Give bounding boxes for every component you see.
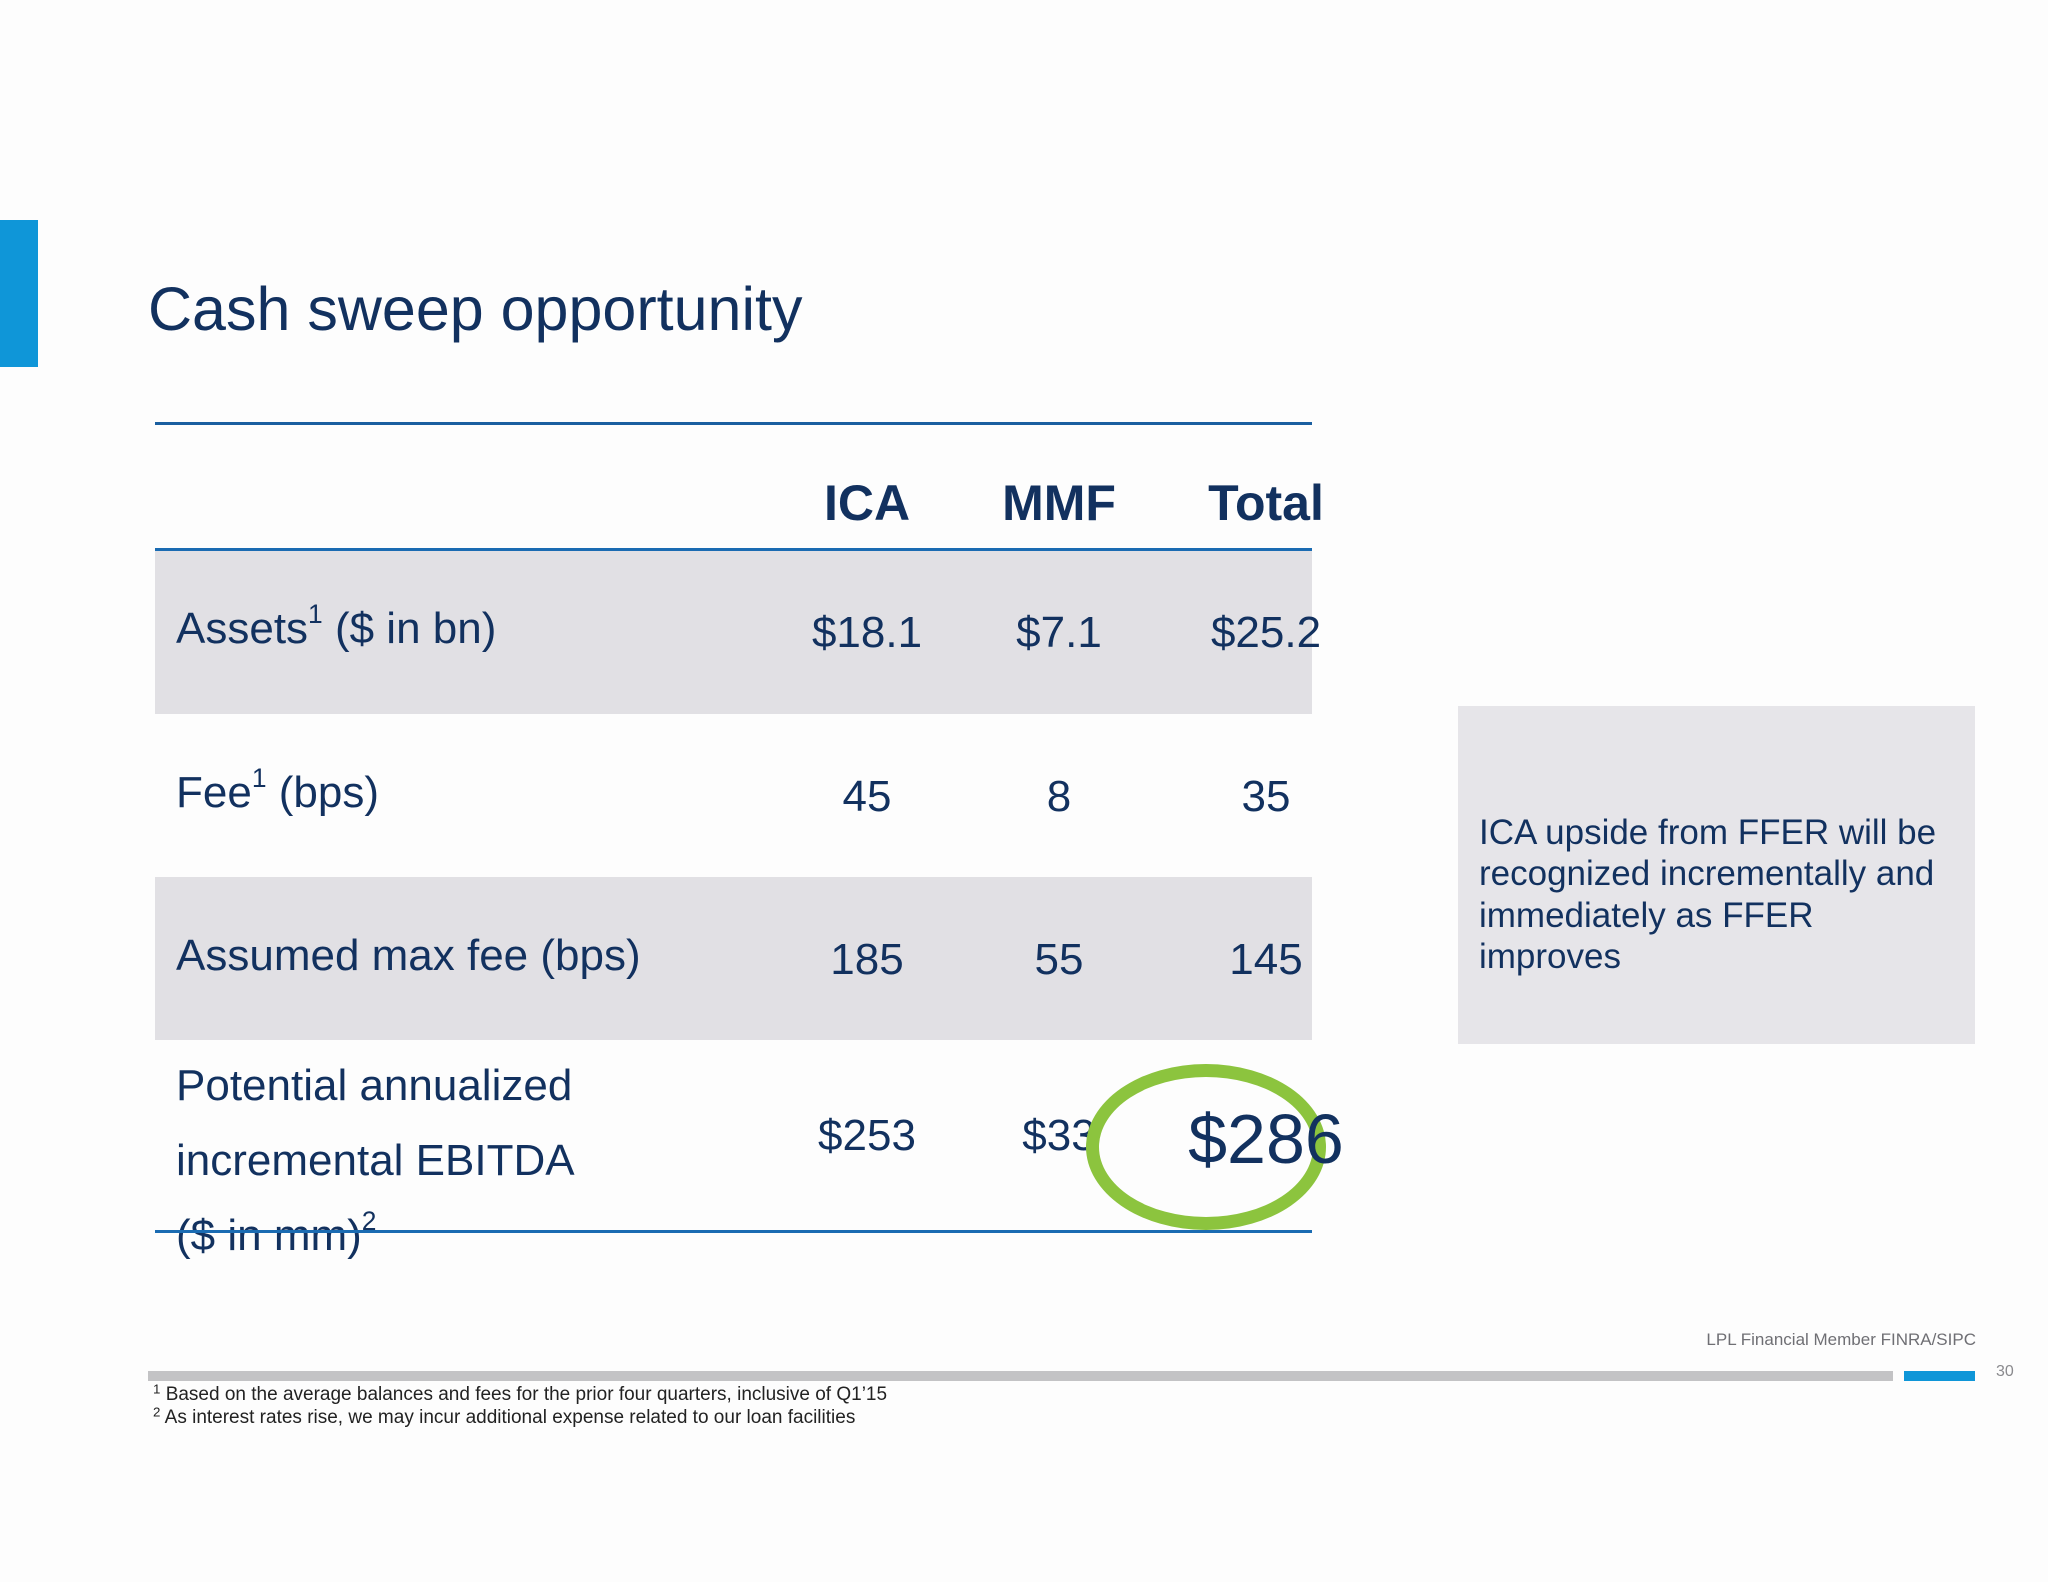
max-fee-ica-value: 185	[830, 935, 904, 984]
row-label-assets: Assets1 ($ in bn)	[176, 599, 497, 653]
ebitda-mmf-value: $33	[1022, 1111, 1096, 1160]
table-bottom-rule	[155, 1230, 1312, 1233]
table-row	[155, 877, 1312, 1040]
fee-ica-value: 45	[842, 772, 892, 821]
footnote-2: 2 As interest rates rise, we may incur a…	[153, 1404, 856, 1428]
accent-bar	[0, 220, 38, 367]
column-header-mmf: MMF	[1002, 475, 1116, 531]
callout-text: ICA upside from FFER will be recognized …	[1479, 813, 1937, 976]
table-top-rule	[155, 422, 1312, 425]
footer-bar	[148, 1371, 1893, 1381]
fee-total-value: 35	[1241, 772, 1291, 821]
column-header-total: Total	[1208, 475, 1324, 531]
max-fee-mmf-value: 55	[1034, 935, 1084, 984]
row-label-potential-ebitda: Potential annualized incremental EBITDA …	[176, 1061, 575, 1260]
table-row	[155, 551, 1312, 714]
ebitda-total-value: $286	[1188, 1100, 1344, 1178]
page-number: 30	[1996, 1363, 2014, 1380]
page-title: Cash sweep opportunity	[148, 275, 803, 343]
row-label-fee: Fee1 (bps)	[176, 763, 379, 817]
column-header-ica: ICA	[823, 475, 911, 531]
assets-total-value: $25.2	[1210, 608, 1322, 657]
fee-mmf-value: 8	[1046, 772, 1072, 821]
footnote-1: 1 Based on the average balances and fees…	[153, 1381, 888, 1405]
assets-mmf-value: $7.1	[1016, 608, 1102, 657]
brand-footer: LPL Financial Member FINRA/SIPC	[1706, 1330, 1976, 1349]
ebitda-ica-value: $253	[818, 1111, 916, 1160]
row-label-assumed-max-fee: Assumed max fee (bps)	[176, 931, 641, 980]
footer-accent	[1904, 1371, 1975, 1381]
header-rule	[155, 548, 1312, 551]
callout-box: ICA upside from FFER will be recognized …	[1458, 706, 1975, 1044]
max-fee-total-value: 145	[1229, 935, 1303, 984]
assets-ica-value: $18.1	[811, 608, 923, 657]
